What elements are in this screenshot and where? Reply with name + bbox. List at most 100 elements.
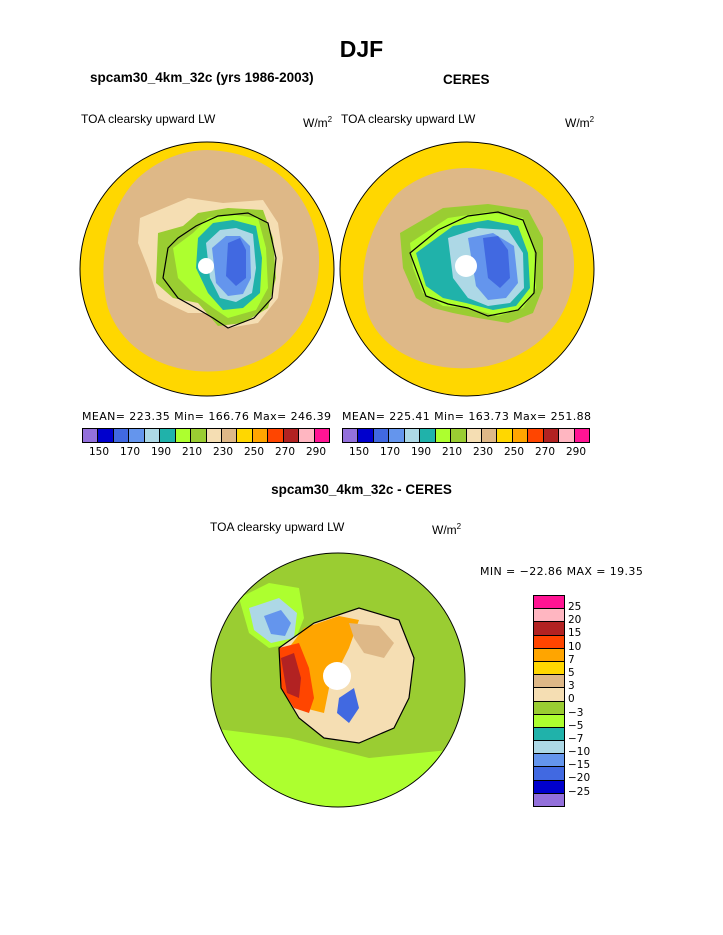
colorbar-tick-label: −15 [568, 759, 591, 772]
moderate-bias-region [349, 623, 394, 658]
colorbar-tick-label: 15 [568, 627, 582, 640]
colorbar-tick-label: 190 [410, 446, 432, 458]
colorbar-swatch [129, 429, 145, 442]
left-colorbar [82, 428, 330, 443]
colorbar-swatch [191, 429, 207, 442]
colorbar-swatch [283, 429, 300, 442]
colorbar-tick-label: 250 [243, 446, 265, 458]
colorbar-swatch [534, 754, 564, 768]
colorbar-swatch [534, 622, 564, 636]
colorbar-swatch [534, 793, 564, 806]
map-boundary [339, 141, 595, 397]
figure-title: DJF [339, 36, 384, 62]
right-variable-label: TOA clearsky upward LW [341, 112, 476, 126]
diff-colorbar [533, 595, 565, 807]
colorbar-swatch [299, 429, 315, 442]
colorbar-tick-label: 0 [568, 693, 575, 706]
colorbar-tick-label: 230 [472, 446, 494, 458]
colorbar-tick-label: 150 [88, 446, 110, 458]
colorbar-swatch [534, 701, 564, 715]
colorbar-tick-label: 20 [568, 614, 582, 627]
map-boundary [79, 141, 335, 397]
colorbar-swatch [252, 429, 269, 442]
colorbar-tick-label: −7 [568, 732, 584, 745]
colorbar-swatch [543, 429, 560, 442]
diff-variable-label: TOA clearsky upward LW [210, 520, 345, 534]
colorbar-tick-label: −20 [568, 772, 591, 785]
colorbar-swatch [268, 429, 284, 442]
colorbar-swatch [534, 767, 564, 781]
colorbar-swatch [481, 429, 498, 442]
left-units: W/m2 [303, 115, 333, 130]
colorbar-swatch [237, 429, 253, 442]
coastline [409, 211, 537, 317]
colorbar-swatch [389, 429, 405, 442]
colorbar-swatch [466, 429, 482, 442]
diff-polar-map [210, 552, 466, 808]
colorbar-swatch [358, 429, 374, 442]
right-units: W/m2 [565, 115, 595, 130]
colorbar-swatch [83, 429, 99, 442]
colorbar-swatch [534, 741, 564, 755]
diff-case-title: spcam30_4km_32c - CERES [271, 482, 452, 497]
colorbar-tick-label: 250 [503, 446, 525, 458]
left-stats: MEAN= 223.35 Min= 166.76 Max= 246.39 [82, 410, 332, 423]
colorbar-swatch [206, 429, 222, 442]
colorbar-tick-label: −3 [568, 706, 584, 719]
colorbar-tick-label: −5 [568, 719, 584, 732]
colorbar-swatch [534, 609, 564, 623]
colorbar-swatch [534, 780, 564, 794]
colorbar-swatch [574, 429, 589, 442]
colorbar-tick-label: 10 [568, 640, 582, 653]
colorbar-swatch [343, 429, 359, 442]
colorbar-swatch [534, 635, 564, 649]
colorbar-tick-label: 170 [379, 446, 401, 458]
colorbar-swatch [98, 429, 114, 442]
right-colorbar-labels: 150 170 190 210 230 250 270 290 [336, 446, 599, 458]
colorbar-tick-label: −10 [568, 746, 591, 759]
colorbar-swatch [451, 429, 467, 442]
colorbar-tick-label: 5 [568, 666, 575, 679]
colorbar-tick-label: −25 [568, 785, 591, 798]
colorbar-tick-label: 150 [348, 446, 370, 458]
colorbar-swatch [534, 714, 564, 728]
diff-minmax: MIN = −22.86 MAX = 19.35 [480, 565, 644, 578]
cool-bias-core [264, 610, 291, 636]
left-polar-map [79, 141, 335, 397]
diff-colorbar-labels: 25 20 15 10 7 5 3 0 −3 −5 −7 −10 −15 −20 −25 [568, 601, 590, 799]
colorbar-swatch [175, 429, 192, 442]
colorbar-tick-label: 25 [568, 601, 582, 613]
colorbar-swatch [144, 429, 161, 442]
ross-cool-spot [337, 688, 359, 723]
colorbar-tick-label: 210 [181, 446, 203, 458]
antarctica-core [226, 238, 246, 286]
right-stats: MEAN= 225.41 Min= 163.73 Max= 251.88 [342, 410, 592, 423]
pole-hole [455, 255, 477, 277]
colorbar-swatch [113, 429, 130, 442]
colorbar-tick-label: 290 [305, 446, 327, 458]
antarctica-core [483, 236, 510, 288]
colorbar-tick-label: 190 [150, 446, 172, 458]
pole-hole [198, 258, 214, 274]
colorbar-swatch [221, 429, 238, 442]
coastline [278, 607, 415, 744]
coastline [162, 212, 277, 329]
left-variable-label: TOA clearsky upward LW [81, 112, 216, 126]
colorbar-tick-label: 170 [119, 446, 141, 458]
colorbar-swatch [534, 727, 564, 742]
pole-hole [323, 662, 351, 690]
right-polar-map [339, 141, 595, 397]
colorbar-tick-label: 270 [534, 446, 556, 458]
colorbar-swatch [420, 429, 436, 442]
colorbar-swatch [534, 661, 564, 676]
colorbar-swatch [160, 429, 176, 442]
colorbar-swatch [435, 429, 452, 442]
colorbar-swatch [404, 429, 421, 442]
colorbar-swatch [512, 429, 529, 442]
diff-units: W/m2 [432, 522, 462, 537]
left-case-title: spcam30_4km_32c (yrs 1986-2003) [90, 70, 314, 85]
colorbar-tick-label: 3 [568, 680, 575, 693]
colorbar-swatch [497, 429, 513, 442]
colorbar-tick-label: 230 [212, 446, 234, 458]
colorbar-swatch [534, 648, 564, 662]
